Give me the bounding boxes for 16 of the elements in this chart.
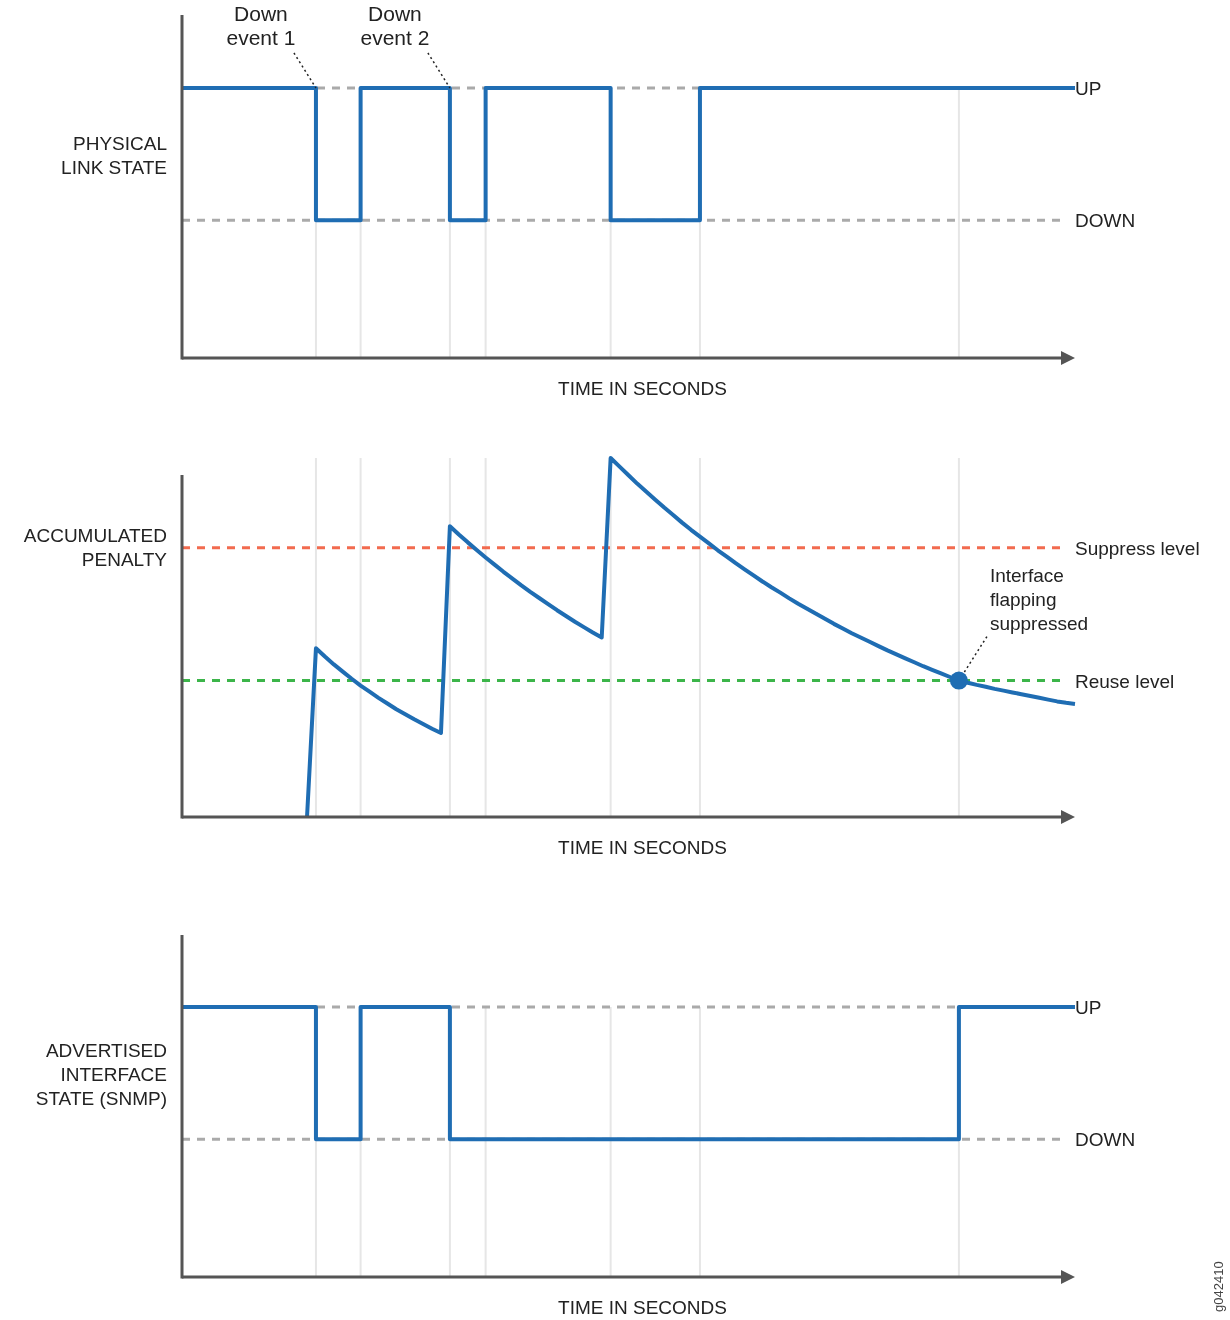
x-axis-title: TIME IN SECONDS [558,378,727,399]
x-axis-title: TIME IN SECONDS [558,1297,727,1318]
ref-line-label: Suppress level [1075,537,1200,559]
text: g042410 [1211,1261,1226,1312]
y-axis-title: ADVERTISED INTERFACE STATE (SNMP) [35,1039,167,1109]
annotation: Down event 1 [226,2,296,49]
ref-line-label: UP [1075,78,1102,99]
ref-line-label: DOWN [1075,210,1136,232]
x-axis-title: TIME IN SECONDS [558,837,727,858]
y-axis-title: PHYSICAL LINK STATE [61,132,167,178]
ref-line-label: Reuse level [1075,670,1175,692]
ref-line-label: DOWN [1075,1129,1136,1151]
ref-line-label: UP [1075,997,1102,1018]
y-axis-title: ACCUMULATED PENALTY [23,524,168,570]
annotation: Interface flapping suppressed [989,564,1089,634]
annotation: Down event 2 [360,2,430,49]
